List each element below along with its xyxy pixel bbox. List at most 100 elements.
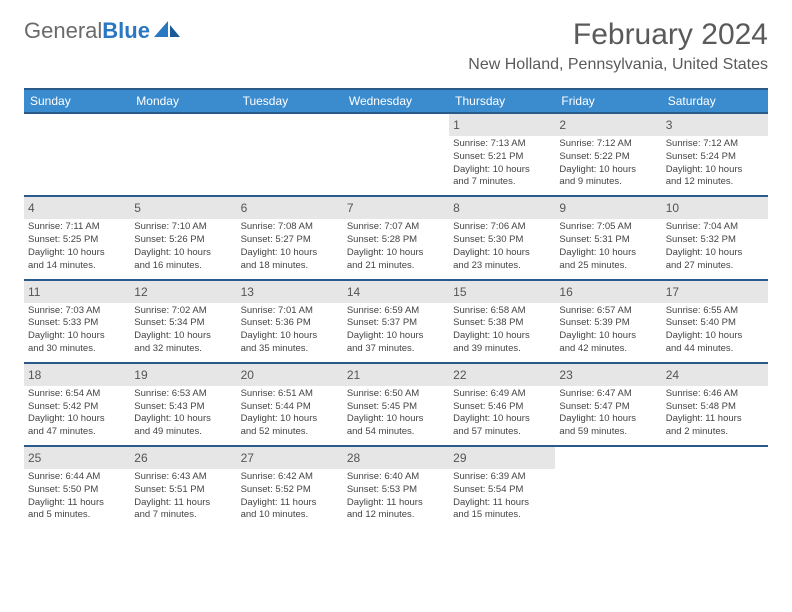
day-info-line: Sunset: 5:54 PM: [453, 484, 551, 497]
day-number-bar: 3: [662, 114, 768, 136]
day-info-line: Sunrise: 7:02 AM: [134, 305, 232, 318]
day-info-line: Sunset: 5:28 PM: [347, 234, 445, 247]
day-info-line: Daylight: 10 hours: [559, 413, 657, 426]
day-number: 7: [347, 201, 354, 215]
day-info-line: Sunset: 5:47 PM: [559, 401, 657, 414]
day-cell: 1Sunrise: 7:13 AMSunset: 5:21 PMDaylight…: [449, 114, 555, 195]
day-info-line: and 47 minutes.: [28, 426, 126, 439]
day-number: 28: [347, 451, 360, 465]
day-cell: 7Sunrise: 7:07 AMSunset: 5:28 PMDaylight…: [343, 197, 449, 278]
day-info-line: Sunrise: 7:10 AM: [134, 221, 232, 234]
day-info-line: Sunrise: 6:42 AM: [241, 471, 339, 484]
day-number: 5: [134, 201, 141, 215]
day-info-line: Daylight: 10 hours: [559, 247, 657, 260]
day-cell: 9Sunrise: 7:05 AMSunset: 5:31 PMDaylight…: [555, 197, 661, 278]
day-info-line: Sunrise: 7:04 AM: [666, 221, 764, 234]
day-info-line: and 7 minutes.: [134, 509, 232, 522]
day-info-line: Sunset: 5:40 PM: [666, 317, 764, 330]
weekday-header: Wednesday: [343, 90, 449, 112]
day-cell: 2Sunrise: 7:12 AMSunset: 5:22 PMDaylight…: [555, 114, 661, 195]
day-info-line: and 42 minutes.: [559, 343, 657, 356]
day-info-line: Daylight: 10 hours: [241, 247, 339, 260]
logo-sail-icon: [154, 19, 180, 44]
day-info-line: Sunset: 5:51 PM: [134, 484, 232, 497]
day-cell: 11Sunrise: 7:03 AMSunset: 5:33 PMDayligh…: [24, 281, 130, 362]
day-number: 6: [241, 201, 248, 215]
day-cell: 19Sunrise: 6:53 AMSunset: 5:43 PMDayligh…: [130, 364, 236, 445]
week-row: 18Sunrise: 6:54 AMSunset: 5:42 PMDayligh…: [24, 362, 768, 445]
day-number-bar: 9: [555, 197, 661, 219]
day-number-bar: 24: [662, 364, 768, 386]
day-info-line: Sunset: 5:42 PM: [28, 401, 126, 414]
day-info-line: Daylight: 10 hours: [347, 247, 445, 260]
day-number-bar: 4: [24, 197, 130, 219]
day-info-line: Sunrise: 7:01 AM: [241, 305, 339, 318]
day-number-bar: 16: [555, 281, 661, 303]
day-info-line: and 52 minutes.: [241, 426, 339, 439]
day-number: 19: [134, 368, 147, 382]
day-info-line: Sunset: 5:22 PM: [559, 151, 657, 164]
day-number: 9: [559, 201, 566, 215]
logo: GeneralBlue: [24, 18, 180, 44]
day-info-line: Sunrise: 7:08 AM: [241, 221, 339, 234]
day-number: 26: [134, 451, 147, 465]
day-number: 20: [241, 368, 254, 382]
day-info-line: Sunrise: 6:54 AM: [28, 388, 126, 401]
day-info-line: and 7 minutes.: [453, 176, 551, 189]
day-info-line: Daylight: 10 hours: [666, 330, 764, 343]
day-cell: 20Sunrise: 6:51 AMSunset: 5:44 PMDayligh…: [237, 364, 343, 445]
day-cell: 23Sunrise: 6:47 AMSunset: 5:47 PMDayligh…: [555, 364, 661, 445]
day-info-line: Sunrise: 7:12 AM: [666, 138, 764, 151]
title-block: February 2024 New Holland, Pennsylvania,…: [468, 18, 768, 74]
day-cell: 27Sunrise: 6:42 AMSunset: 5:52 PMDayligh…: [237, 447, 343, 528]
weekday-header: Sunday: [24, 90, 130, 112]
day-info-line: Sunrise: 6:49 AM: [453, 388, 551, 401]
day-info-line: Daylight: 10 hours: [134, 247, 232, 260]
day-cell: 18Sunrise: 6:54 AMSunset: 5:42 PMDayligh…: [24, 364, 130, 445]
day-info-line: Daylight: 11 hours: [453, 497, 551, 510]
day-info-line: Sunset: 5:33 PM: [28, 317, 126, 330]
day-info-line: and 57 minutes.: [453, 426, 551, 439]
day-info-line: Daylight: 10 hours: [666, 164, 764, 177]
day-info-line: Sunset: 5:36 PM: [241, 317, 339, 330]
day-info-line: Sunset: 5:32 PM: [666, 234, 764, 247]
day-info-line: and 18 minutes.: [241, 260, 339, 273]
day-info-line: Sunrise: 6:55 AM: [666, 305, 764, 318]
day-info-line: Sunset: 5:50 PM: [28, 484, 126, 497]
day-info-line: and 12 minutes.: [347, 509, 445, 522]
day-number: 4: [28, 201, 35, 215]
day-info-line: Sunrise: 7:13 AM: [453, 138, 551, 151]
day-cell: 15Sunrise: 6:58 AMSunset: 5:38 PMDayligh…: [449, 281, 555, 362]
day-cell: 16Sunrise: 6:57 AMSunset: 5:39 PMDayligh…: [555, 281, 661, 362]
day-number: 2: [559, 118, 566, 132]
day-info-line: Sunset: 5:38 PM: [453, 317, 551, 330]
day-info-line: Sunrise: 7:06 AM: [453, 221, 551, 234]
day-number: 8: [453, 201, 460, 215]
day-number-bar: 26: [130, 447, 236, 469]
day-info-line: and 12 minutes.: [666, 176, 764, 189]
weekday-header: Friday: [555, 90, 661, 112]
logo-word-1: General: [24, 18, 102, 43]
day-info-line: Sunset: 5:27 PM: [241, 234, 339, 247]
day-number: 14: [347, 285, 360, 299]
day-info-line: and 37 minutes.: [347, 343, 445, 356]
day-number: 27: [241, 451, 254, 465]
day-cell: [237, 114, 343, 195]
day-number: 29: [453, 451, 466, 465]
day-cell: 28Sunrise: 6:40 AMSunset: 5:53 PMDayligh…: [343, 447, 449, 528]
day-info-line: and 10 minutes.: [241, 509, 339, 522]
day-info-line: Sunrise: 6:46 AM: [666, 388, 764, 401]
day-number: 3: [666, 118, 673, 132]
day-info-line: Sunset: 5:31 PM: [559, 234, 657, 247]
day-info-line: Daylight: 10 hours: [453, 330, 551, 343]
day-info-line: Sunrise: 6:53 AM: [134, 388, 232, 401]
day-info-line: Sunset: 5:21 PM: [453, 151, 551, 164]
week-row: 11Sunrise: 7:03 AMSunset: 5:33 PMDayligh…: [24, 279, 768, 362]
day-info-line: Sunset: 5:24 PM: [666, 151, 764, 164]
weekday-header-row: Sunday Monday Tuesday Wednesday Thursday…: [24, 88, 768, 112]
day-number: 15: [453, 285, 466, 299]
day-info-line: Sunrise: 7:11 AM: [28, 221, 126, 234]
weekday-header: Monday: [130, 90, 236, 112]
day-cell: 22Sunrise: 6:49 AMSunset: 5:46 PMDayligh…: [449, 364, 555, 445]
day-info-line: and 32 minutes.: [134, 343, 232, 356]
